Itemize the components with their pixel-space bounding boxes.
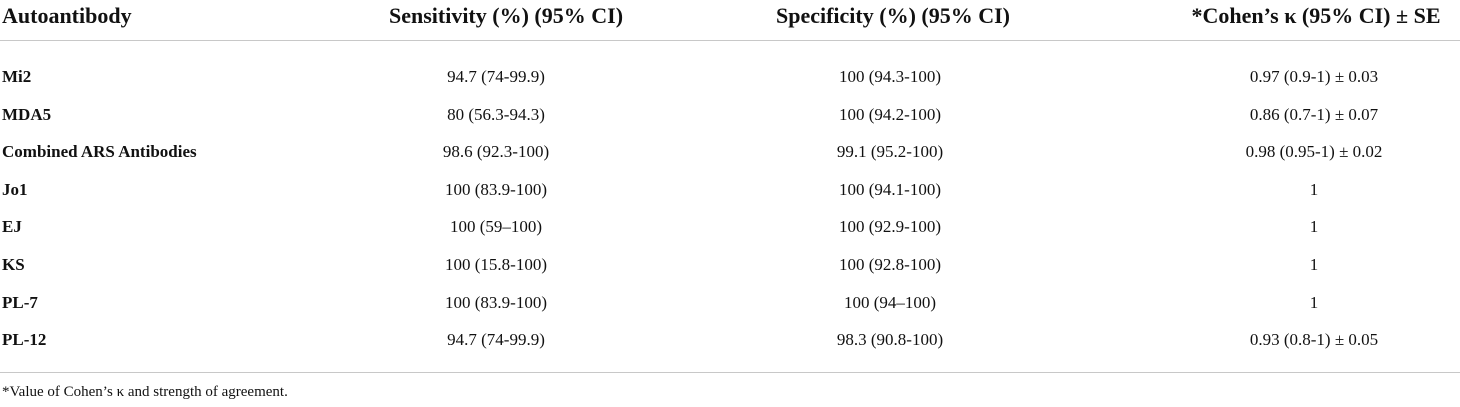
table-cell: 0.86 (0.7-1) ± 0.07 [1249,104,1379,124]
column-header: *Cohen’s κ (95% CI) ± SE [1191,3,1441,28]
table-cell: 0.98 (0.95-1) ± 0.02 [1245,142,1383,162]
table-cell: 100 (94–100) [843,292,937,312]
column-header: Sensitivity (%) (95% CI) [388,3,624,28]
table-cell: 1 [1309,255,1319,274]
table-cell: 1 [1309,292,1319,312]
row-label: EJ [2,217,22,237]
row-label: Jo1 [2,179,28,199]
header-rule [0,40,1460,41]
row-label: Combined ARS Antibodies [2,142,197,162]
table-cell: 80 (56.3-94.3) [447,104,545,124]
row-label: PL-12 [2,330,47,350]
bottom-rule [0,372,1460,373]
table-cell: 98.3 (90.8-100) [836,330,944,350]
table-cell: 1 [1309,179,1319,199]
row-label: KS [2,255,25,274]
table-cell: 100 (92.9-100) [839,217,941,237]
table-cell: 100 (83.9-100) [445,179,547,199]
column-header: Autoantibody [2,3,132,28]
table-cell: 100 (15.8-100) [445,255,547,274]
table-cell: 100 (94.1-100) [839,179,941,199]
row-label: PL-7 [2,292,38,312]
table-cell: 0.93 (0.8-1) ± 0.05 [1249,330,1379,350]
table-cell: 100 (83.9-100) [445,292,547,312]
table-cell: 100 (94.3-100) [839,67,941,86]
row-label: Mi2 [2,67,32,86]
row-label: MDA5 [2,104,52,124]
table-cell: 1 [1309,217,1319,237]
table-cell: 100 (92.8-100) [839,255,941,274]
table-cell: 100 (59–100) [449,217,543,237]
table-cell: 0.97 (0.9-1) ± 0.03 [1249,67,1379,86]
column-header: Specificity (%) (95% CI) [775,3,1011,28]
table-cell: 94.7 (74-99.9) [447,330,545,350]
table-cell: 94.7 (74-99.9) [447,67,545,86]
table-cell: 99.1 (95.2-100) [836,142,944,162]
table-cell: 100 (94.2-100) [839,104,941,124]
table-cell: 98.6 (92.3-100) [442,142,550,162]
footnote: *Value of Cohen’s κ and strength of agre… [2,384,288,400]
